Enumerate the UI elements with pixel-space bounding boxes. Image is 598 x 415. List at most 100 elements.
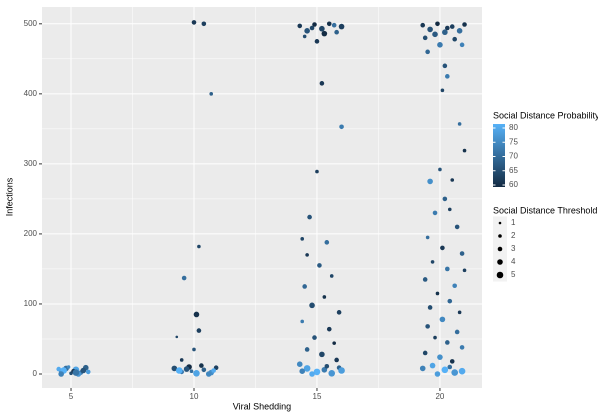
point bbox=[427, 178, 433, 185]
point bbox=[459, 42, 465, 48]
point bbox=[445, 266, 450, 272]
point bbox=[324, 363, 330, 369]
point bbox=[459, 251, 465, 256]
point bbox=[321, 366, 328, 373]
point bbox=[339, 124, 344, 130]
point bbox=[313, 368, 321, 376]
point bbox=[449, 359, 455, 364]
legend-point bbox=[498, 234, 502, 238]
point bbox=[334, 357, 339, 363]
point bbox=[456, 28, 463, 34]
point bbox=[331, 22, 337, 28]
point bbox=[189, 369, 194, 373]
point bbox=[300, 319, 305, 324]
point bbox=[321, 30, 328, 37]
y-tick-label: 300 bbox=[24, 159, 38, 168]
colorbar bbox=[493, 124, 505, 187]
point bbox=[459, 345, 465, 350]
point bbox=[430, 260, 435, 264]
point bbox=[442, 63, 448, 69]
point bbox=[171, 365, 178, 372]
legend-label: 1 bbox=[511, 218, 516, 227]
point bbox=[334, 29, 339, 35]
point bbox=[193, 311, 200, 318]
point bbox=[85, 369, 91, 375]
point bbox=[445, 25, 450, 31]
legend-label: 3 bbox=[511, 244, 516, 253]
point bbox=[440, 88, 445, 93]
point bbox=[328, 369, 336, 377]
point bbox=[332, 341, 336, 345]
point bbox=[324, 240, 330, 245]
point bbox=[462, 148, 467, 153]
point bbox=[211, 368, 216, 373]
point bbox=[309, 371, 315, 377]
point bbox=[462, 268, 467, 273]
point bbox=[440, 245, 445, 251]
point bbox=[297, 23, 303, 29]
point bbox=[437, 42, 443, 48]
legend-point bbox=[498, 221, 502, 225]
point bbox=[452, 36, 457, 42]
panel bbox=[42, 7, 482, 388]
point bbox=[66, 365, 71, 369]
point bbox=[336, 310, 342, 315]
point bbox=[445, 74, 450, 79]
point bbox=[319, 351, 325, 358]
legend-label: 5 bbox=[511, 270, 516, 279]
point bbox=[80, 367, 87, 374]
point bbox=[179, 358, 184, 362]
point bbox=[319, 81, 325, 86]
point bbox=[433, 335, 437, 340]
point bbox=[451, 369, 458, 376]
x-tick-label: 15 bbox=[313, 392, 322, 401]
legend-label: 4 bbox=[511, 257, 516, 266]
point bbox=[435, 21, 440, 27]
point bbox=[315, 169, 319, 174]
legend-label: 2 bbox=[511, 231, 516, 240]
point bbox=[425, 49, 430, 55]
point bbox=[302, 284, 307, 289]
point bbox=[209, 92, 214, 96]
point bbox=[422, 277, 428, 282]
point bbox=[429, 362, 436, 369]
x-tick-label: 10 bbox=[190, 392, 199, 401]
point bbox=[419, 365, 426, 372]
point bbox=[175, 335, 179, 339]
point bbox=[437, 354, 443, 360]
point bbox=[181, 275, 187, 281]
y-tick-label: 200 bbox=[24, 229, 38, 238]
point bbox=[191, 20, 197, 25]
y-axis-title: Infections bbox=[4, 177, 14, 216]
point bbox=[442, 29, 448, 36]
x-tick-label: 20 bbox=[435, 392, 444, 401]
point bbox=[445, 340, 450, 345]
point bbox=[454, 329, 460, 335]
point bbox=[314, 39, 320, 44]
x-axis-title: Viral Shedding bbox=[233, 401, 291, 411]
point bbox=[457, 122, 462, 126]
point bbox=[305, 253, 309, 257]
point bbox=[312, 22, 317, 27]
point bbox=[427, 26, 433, 33]
point bbox=[452, 283, 457, 289]
point bbox=[304, 28, 310, 34]
point bbox=[432, 210, 438, 216]
point bbox=[307, 214, 312, 220]
point bbox=[296, 361, 303, 367]
point bbox=[450, 178, 455, 182]
y-tick-label: 400 bbox=[24, 89, 38, 98]
point bbox=[58, 371, 64, 377]
legend-point bbox=[496, 271, 504, 279]
point bbox=[338, 23, 345, 30]
size-legend-title: Social Distance Threshold bbox=[493, 205, 597, 215]
point bbox=[302, 34, 307, 39]
legend-point bbox=[497, 259, 503, 265]
point bbox=[425, 235, 430, 240]
point bbox=[435, 291, 440, 296]
colorbar-label: 75 bbox=[509, 137, 518, 146]
point bbox=[205, 371, 212, 377]
point bbox=[457, 310, 462, 315]
point bbox=[432, 31, 438, 38]
point bbox=[175, 367, 183, 374]
